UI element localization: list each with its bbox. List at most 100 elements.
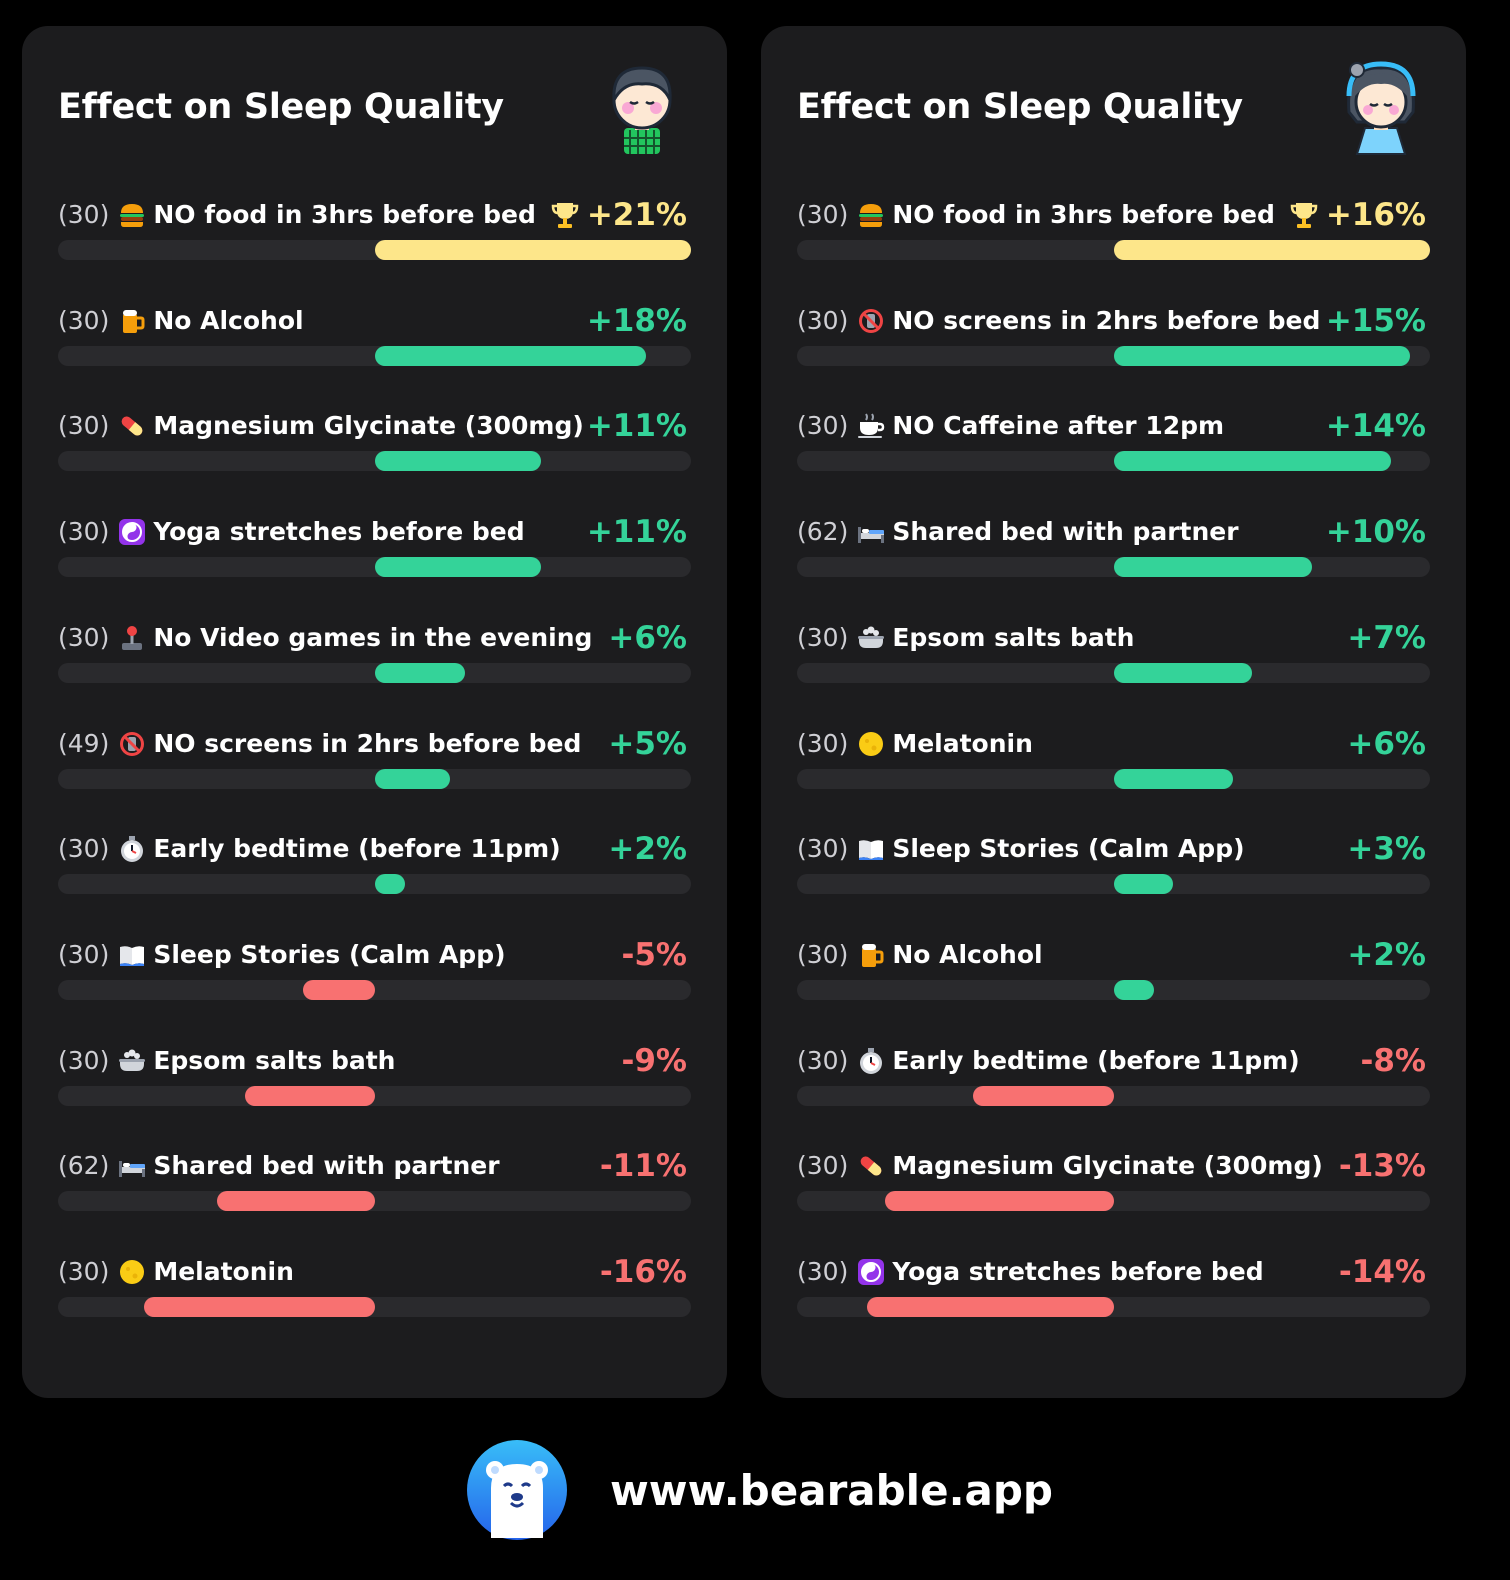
bar-fill: [375, 768, 451, 789]
bar-track: [58, 557, 691, 578]
value-text: +14%: [1325, 408, 1426, 445]
value-text: +2%: [608, 831, 687, 868]
factor-label: Epsom salts bath: [153, 1045, 396, 1075]
bar-row: (30) Melatonin +6%: [797, 726, 1430, 807]
bar-track: [797, 451, 1430, 472]
bar-fill: [245, 1085, 375, 1106]
bar-fill: [375, 874, 406, 895]
sample-count: (62): [797, 517, 849, 547]
bar-track: [797, 768, 1430, 789]
sample-count: (30): [58, 1257, 110, 1286]
bar-fill: [144, 1297, 375, 1317]
bar-fill: [1114, 345, 1411, 366]
burger-icon: [117, 200, 147, 230]
bar-row: (30) No Alcohol +2%: [797, 936, 1430, 1018]
factor-label: Yoga stretches before bed: [892, 1257, 1264, 1286]
value-text: -5%: [621, 936, 688, 973]
value-text: -14%: [1338, 1254, 1426, 1290]
value-text: -9%: [621, 1042, 688, 1079]
row-label: (30) Melatonin: [797, 727, 1033, 761]
factor-label: Melatonin: [153, 1257, 294, 1286]
factor-label: No Alcohol: [892, 939, 1043, 969]
row-label: (30) Yoga stretches before bed: [797, 1255, 1264, 1289]
sample-count: (30): [797, 728, 849, 758]
factor-label: Early bedtime (before 11pm): [892, 1045, 1300, 1075]
bar-fill: [375, 240, 691, 260]
sample-count: (49): [58, 728, 110, 758]
bar-fill: [302, 979, 375, 1000]
bar-track: [58, 874, 691, 895]
value-text: -13%: [1338, 1148, 1426, 1185]
bar-row: (30) No Video games in the evening +6%: [58, 619, 691, 701]
bar-track: [797, 1085, 1430, 1106]
bar-track: [58, 1297, 691, 1317]
factor-label: No Alcohol: [153, 305, 304, 335]
bar-fill: [1114, 979, 1154, 1000]
trophy-icon: [549, 199, 581, 231]
row-label: (62) Shared bed with partner: [797, 515, 1239, 549]
bar-track: [797, 557, 1430, 578]
row-label: (30) NO Caffeine after 12pm: [797, 409, 1224, 443]
sample-count: (30): [58, 1045, 110, 1075]
value-label: -14%: [1339, 1253, 1426, 1291]
stopwatch-icon: [856, 1046, 886, 1076]
row-label: (30) Early bedtime (before 11pm): [58, 832, 561, 866]
factor-label: Yoga stretches before bed: [153, 517, 525, 547]
bar-row: (30) Magnesium Glycinate (300mg) +11%: [58, 408, 691, 489]
bar-fill: [375, 345, 646, 366]
man-avatar-icon: [596, 56, 686, 156]
bar-track: [797, 662, 1430, 683]
factor-label: Epsom salts bath: [892, 622, 1135, 652]
value-text: +11%: [586, 514, 687, 551]
bar-fill: [1114, 768, 1233, 789]
sample-count: (30): [797, 622, 849, 652]
value-label: +6%: [608, 619, 687, 657]
polar-bear-icon: [467, 1440, 567, 1540]
bar-track: [58, 768, 691, 789]
book-icon: [117, 940, 147, 970]
factor-label: Magnesium Glycinate (300mg): [153, 411, 584, 441]
row-label: (30) No Video games in the evening: [58, 621, 592, 655]
bar-row: (30) Early bedtime (before 11pm) +2%: [58, 831, 691, 912]
value-label: +5%: [608, 725, 687, 763]
joystick-icon: [117, 623, 147, 653]
row-label: (30) Yoga stretches before bed: [58, 515, 525, 549]
sample-count: (30): [797, 1257, 849, 1286]
sample-count: (30): [58, 411, 110, 441]
value-label: -5%: [622, 936, 688, 974]
bar-track: [58, 451, 691, 472]
bar-fill: [1114, 240, 1430, 260]
bar-row: (62) Shared bed with partner -11%: [58, 1147, 691, 1229]
bar-track: [797, 874, 1430, 895]
bar-row: (30) Epsom salts bath -9%: [58, 1042, 691, 1124]
bar-fill: [375, 451, 541, 472]
footer-url: www.bearable.app: [610, 1466, 1053, 1515]
factor-label: Early bedtime (before 11pm): [153, 834, 561, 864]
factor-label: Sleep Stories (Calm App): [892, 834, 1245, 864]
factor-label: NO Caffeine after 12pm: [892, 411, 1225, 441]
bar-fill: [216, 1191, 375, 1212]
coffee-icon: [856, 411, 886, 441]
value-text: +10%: [1325, 514, 1426, 551]
left-panel: Effect on Sleep Quality (30) NO food in 3…: [22, 26, 727, 1398]
bed-icon: [117, 1151, 147, 1181]
row-label: (30) Epsom salts bath: [797, 621, 1134, 655]
sample-count: (30): [797, 200, 849, 229]
value-text: +2%: [1347, 936, 1426, 973]
bar-row: (49) NO screens in 2hrs before bed +5%: [58, 725, 691, 807]
bar-row: (30) Melatonin -16%: [58, 1254, 691, 1335]
sample-count: (30): [797, 939, 849, 969]
bar-track: [797, 1297, 1430, 1317]
value-label: -11%: [600, 1147, 687, 1185]
bathtub-icon: [117, 1046, 147, 1076]
sample-count: (30): [797, 1151, 849, 1181]
row-label: (30) No Alcohol: [797, 938, 1043, 972]
book-icon: [856, 834, 886, 864]
panel-title: Effect on Sleep Quality: [58, 87, 504, 127]
value-label: +7%: [1347, 619, 1426, 657]
bar-track: [58, 979, 691, 1000]
sample-count: (30): [58, 834, 110, 864]
no-phones-icon: [117, 729, 147, 759]
row-label: (30) Sleep Stories (Calm App): [797, 832, 1245, 866]
bar-row: (30) NO food in 3hrs before bed +16%: [797, 197, 1430, 278]
